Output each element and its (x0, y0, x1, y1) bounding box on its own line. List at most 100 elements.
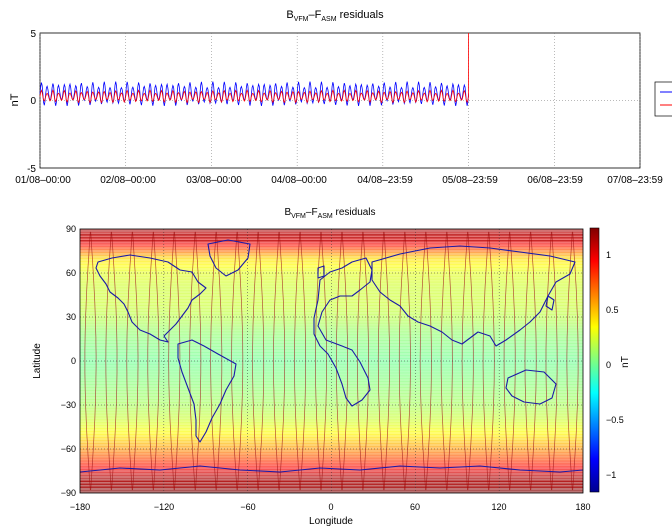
latitude-band (80, 246, 583, 251)
map-ytick: 0 (71, 356, 76, 366)
latitude-band (80, 451, 583, 456)
orbit-track (336, 231, 343, 491)
colorbar-tick: −0.5 (606, 415, 624, 425)
orbit-track (105, 231, 112, 491)
orbit-track (252, 231, 259, 491)
orbit-track (210, 231, 217, 491)
colorbar-tick: 0 (606, 360, 611, 370)
north-america-coast (95, 254, 207, 343)
map-xlabel: Longitude (309, 516, 353, 527)
top-ylabel: nT (9, 93, 21, 106)
latitude-band (80, 463, 583, 468)
orbit-track (482, 231, 489, 491)
latitude-band (80, 472, 583, 476)
latitude-band (80, 352, 583, 356)
latitude-band (80, 440, 583, 444)
latitude-band (80, 460, 583, 465)
latitude-band (80, 378, 583, 383)
orbit-track (440, 231, 447, 491)
latitude-band (80, 317, 583, 321)
top-xtick: 04/08–00:00 (271, 175, 327, 186)
latitude-band (80, 355, 583, 359)
latitude-band (80, 372, 583, 377)
map-ytick: −90 (61, 488, 76, 498)
map-ylabel: Latitude (32, 343, 43, 379)
map-xtick: −60 (240, 502, 255, 512)
latitude-band (80, 322, 583, 327)
top-xtick: 06/08–23:59 (527, 175, 583, 186)
orbit-track (168, 231, 175, 491)
residual-series-blue (39, 81, 469, 106)
latitude-band (80, 361, 583, 365)
orbit-track (419, 231, 426, 491)
colorbar-tick: 1 (606, 250, 611, 260)
map-ytick: −60 (61, 444, 76, 454)
latitude-band (80, 363, 583, 368)
top-xtick: 07/08–23:59 (607, 175, 663, 186)
top-legend (654, 81, 672, 117)
latitude-band (80, 366, 583, 371)
latitude-band (80, 454, 583, 459)
orbit-track (377, 231, 385, 491)
top-xtick: 03/08–00:00 (186, 175, 242, 186)
colorbar: 1 0.5 0 −0.5 −1 nT (589, 227, 631, 493)
top-series (39, 33, 469, 106)
latitude-band (80, 237, 583, 242)
south-america-coast (177, 339, 237, 443)
map-xtick: 0 (328, 502, 333, 512)
latitude-band (80, 249, 583, 253)
top-ytick-5: 5 (30, 29, 36, 40)
orbit-track (398, 231, 406, 491)
latitude-band (80, 343, 583, 347)
latitude-band (80, 475, 583, 479)
map-xtick: −180 (70, 502, 90, 512)
orbit-track (90, 231, 97, 491)
latitude-band (80, 231, 583, 236)
latitude-band (80, 308, 583, 312)
map-xtick: −120 (154, 502, 174, 512)
colorbar-gradient (589, 227, 600, 493)
map-xtick: 60 (410, 502, 420, 512)
uk-coast (317, 265, 325, 279)
latitude-band (80, 375, 583, 380)
top-ytick-0: 0 (30, 96, 36, 107)
latitude-band (80, 349, 583, 353)
latitude-band (80, 381, 583, 385)
colorbar-tick: 0.5 (606, 305, 619, 315)
latitude-band (80, 346, 583, 350)
latitude-band (80, 255, 583, 259)
latitude-band (80, 240, 583, 245)
top-ytick-neg5: -5 (27, 164, 36, 175)
latitude-band (80, 328, 583, 333)
latitude-band (80, 443, 583, 447)
latitude-band (80, 334, 583, 339)
latitude-band (80, 258, 583, 262)
residual-series-red (39, 89, 469, 104)
latitude-band (80, 229, 583, 233)
top-chart: BVFM–FASM residuals nT 5 0 -5 01/08–00:0… (9, 9, 672, 186)
latitude-band (80, 387, 583, 391)
latitude-band (80, 311, 583, 315)
orbit-track (273, 231, 280, 491)
latitude-band (80, 314, 583, 318)
orbit-track (84, 231, 91, 491)
map-ytick: −30 (61, 400, 76, 410)
colorbar-label: nT (620, 356, 631, 368)
top-xtick: 04/08–23:59 (357, 175, 413, 186)
japan-coast (545, 295, 555, 311)
latitude-band (80, 481, 583, 485)
latitude-band (80, 484, 583, 488)
europe-africa-coast (313, 257, 373, 407)
latitude-band (80, 490, 583, 493)
latitude-band (80, 446, 583, 450)
greenland-coast (207, 239, 251, 277)
map-chart: BVFM–FASM residuals Latitude Longitude 9… (32, 207, 631, 527)
coastlines (80, 239, 583, 473)
colorbar-tick: −1 (606, 470, 616, 480)
latitude-band (80, 305, 583, 309)
map-yticks: 90 60 30 0 −30 −60 −90 (61, 224, 76, 498)
australia-coast (505, 369, 557, 405)
orbit-track (356, 231, 364, 491)
latitude-band (80, 487, 583, 491)
